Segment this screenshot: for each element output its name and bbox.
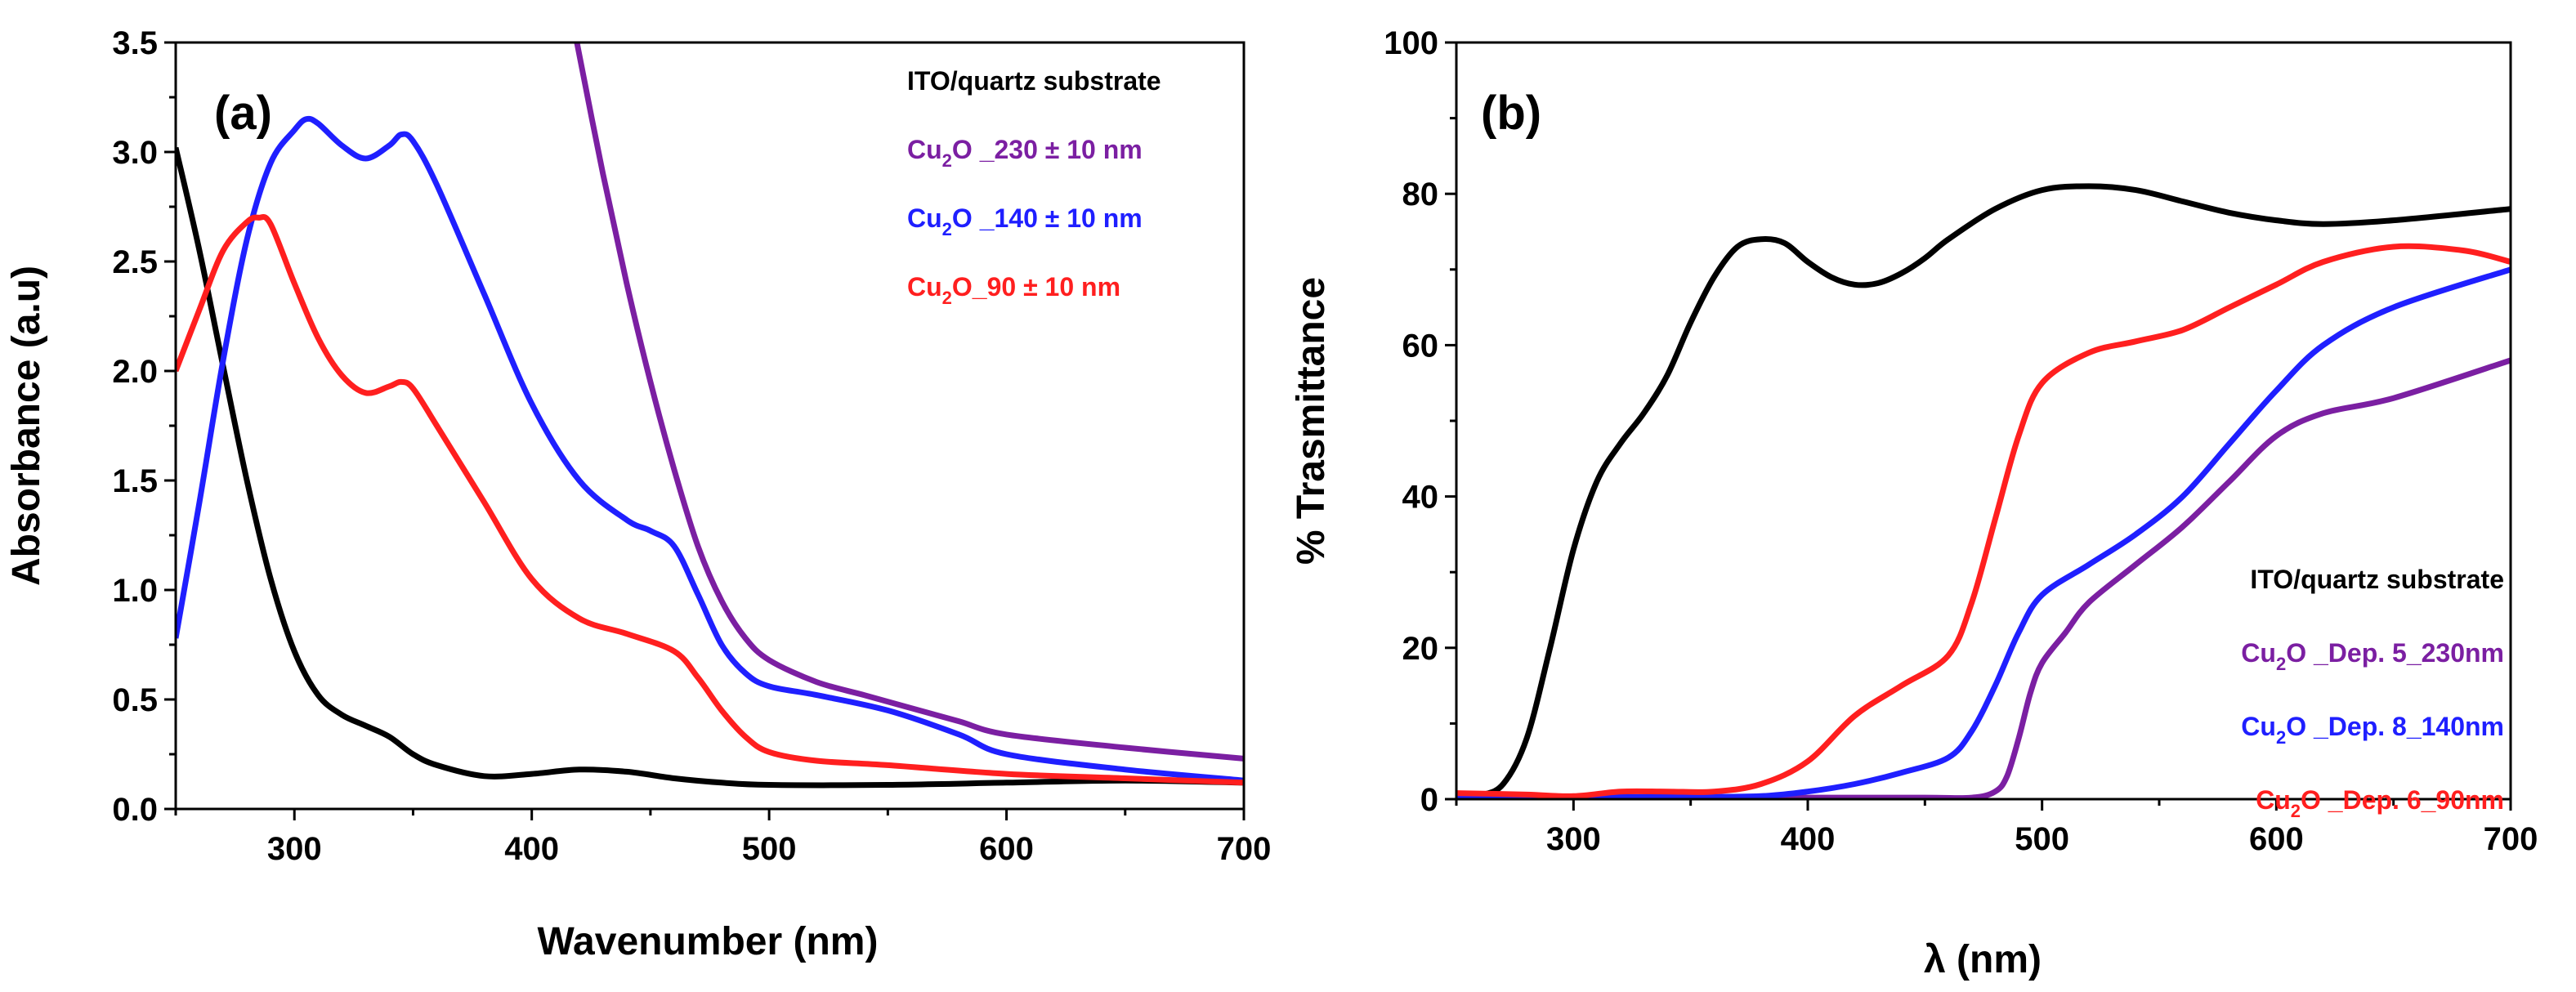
y-tick-label: 1.0 <box>112 573 158 609</box>
x-tick-label: 300 <box>267 831 322 867</box>
chart-panel-b: 300 400 500 600 700 0 20 40 60 80 100 λ (nm) % Trasm… <box>1290 25 2538 981</box>
y-tick-label: 0.0 <box>112 792 158 828</box>
y-tick-label: 3.0 <box>112 135 158 171</box>
series-line-2 <box>1456 266 2511 799</box>
x-axis-label: λ (nm) <box>1924 938 2042 981</box>
x-tick-label: 500 <box>2015 821 2069 857</box>
series-line-0 <box>176 146 1244 789</box>
x-tick-label: 500 <box>742 831 797 867</box>
series-line-3 <box>176 214 1244 786</box>
y-tick-label: 0.5 <box>112 682 158 718</box>
y-tick-label: 60 <box>1402 328 1439 364</box>
series-line-3 <box>1456 243 2511 799</box>
y-tick-label: 3.5 <box>112 25 158 61</box>
legend-entry: Cu2O _Dep. 6_90nm <box>2256 785 2504 821</box>
panel-label: (a) <box>214 87 272 140</box>
x-tick-label: 600 <box>2249 821 2304 857</box>
y-tick-label: 100 <box>1384 25 1438 61</box>
y-tick-label: 2.5 <box>112 244 158 280</box>
y-tick-label: 0 <box>1420 782 1438 818</box>
legend-entry: Cu2O _140 ± 10 nm <box>907 203 1143 239</box>
x-tick-label: 300 <box>1546 821 1601 857</box>
legend-title: ITO/quartz substrate <box>2250 565 2504 594</box>
legend-title: ITO/quartz substrate <box>907 66 1161 96</box>
plot-frame <box>1455 41 2512 801</box>
legend-entry: Cu2O _230 ± 10 nm <box>907 135 1143 171</box>
x-axis-label: Wavenumber (nm) <box>538 920 879 963</box>
series-line-0 <box>1456 183 2511 799</box>
legend-entry: Cu2O _Dep. 8_140nm <box>2241 712 2504 748</box>
x-tick-label: 400 <box>504 831 559 867</box>
x-tick-label: 700 <box>2484 821 2538 857</box>
x-tick-label: 400 <box>1781 821 1836 857</box>
y-axis-label: % Trasmittance <box>1290 277 1333 565</box>
series-line-1 <box>574 42 1244 762</box>
chart-panel-a: 300 400 500 600 700 0.0 0.5 1.0 1.5 2.0 2.5 3.0 3.5 W… <box>5 25 1271 963</box>
legend-entry: Cu2O _Dep. 5_230nm <box>2241 638 2504 674</box>
x-tick-label: 700 <box>1217 831 1272 867</box>
x-tick-label: 600 <box>979 831 1034 867</box>
panel-label: (b) <box>1481 87 1541 140</box>
y-axis-label: Absorbance (a.u) <box>5 266 48 586</box>
legend-entry: Cu2O_90 ± 10 nm <box>907 272 1120 308</box>
y-tick-label: 1.5 <box>112 463 158 499</box>
y-tick-label: 20 <box>1402 631 1439 667</box>
y-tick-label: 2.0 <box>112 354 158 390</box>
series-line-2 <box>176 115 1244 784</box>
y-tick-label: 80 <box>1402 177 1439 212</box>
y-tick-label: 40 <box>1402 480 1439 516</box>
